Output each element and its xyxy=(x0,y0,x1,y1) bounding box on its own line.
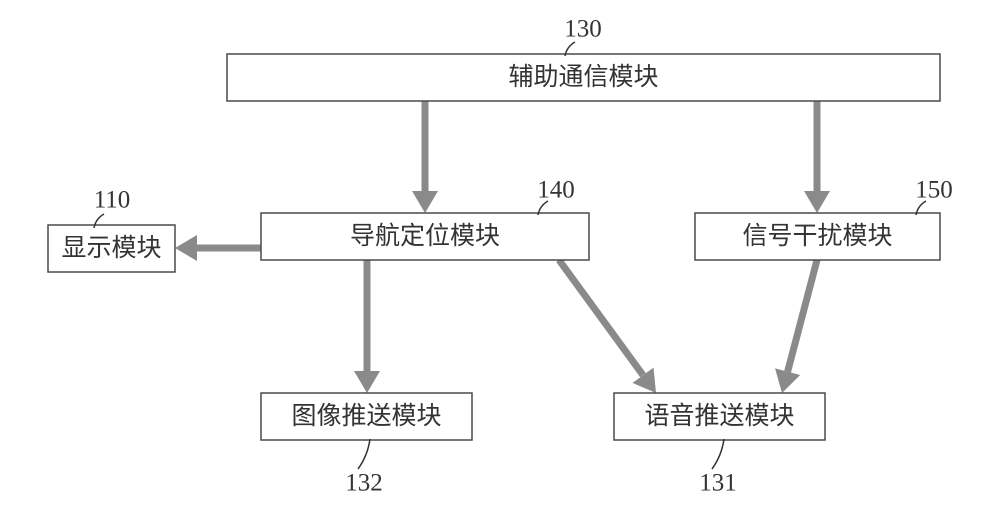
node-label: 信号干扰模块 xyxy=(742,222,892,250)
node-voice_push: 语音推送模块 xyxy=(614,393,825,440)
node-label: 显示模块 xyxy=(61,234,161,262)
node-label: 图像推送模块 xyxy=(291,402,441,430)
node-display: 显示模块 xyxy=(48,225,175,272)
ref-nav_pos: 140 xyxy=(537,177,575,204)
ref-aux_comm: 130 xyxy=(564,16,602,43)
node-sig_jam: 信号干扰模块 xyxy=(695,213,940,260)
edge-arrowhead xyxy=(775,368,800,393)
edge-arrowhead xyxy=(175,235,197,261)
node-label: 辅助通信模块 xyxy=(508,63,658,91)
ref-tick xyxy=(358,439,370,469)
node-label: 导航定位模块 xyxy=(350,222,500,250)
edge-arrowhead xyxy=(412,191,438,213)
node-label: 语音推送模块 xyxy=(644,402,794,430)
edge-arrowhead xyxy=(354,371,380,393)
node-img_push: 图像推送模块 xyxy=(261,393,472,440)
node-aux_comm: 辅助通信模块 xyxy=(227,54,940,101)
ref-img_push: 132 xyxy=(345,470,383,497)
edge-arrowhead xyxy=(804,191,830,213)
ref-voice_push: 131 xyxy=(699,470,737,497)
ref-display: 110 xyxy=(94,187,131,214)
ref-tick xyxy=(712,439,724,469)
node-nav_pos: 导航定位模块 xyxy=(261,213,589,260)
edge-line xyxy=(788,260,817,372)
edge-line xyxy=(559,260,643,375)
ref-sig_jam: 150 xyxy=(915,177,953,204)
